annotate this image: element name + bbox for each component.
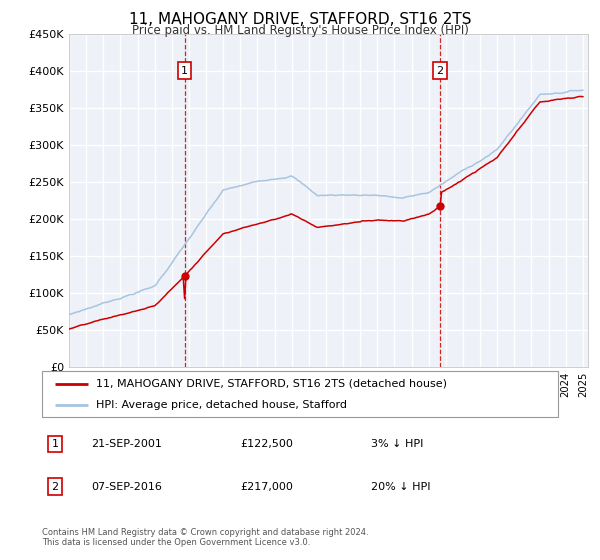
Text: 11, MAHOGANY DRIVE, STAFFORD, ST16 2TS: 11, MAHOGANY DRIVE, STAFFORD, ST16 2TS [129, 12, 471, 27]
FancyBboxPatch shape [42, 371, 558, 417]
Text: 07-SEP-2016: 07-SEP-2016 [92, 482, 163, 492]
Text: 2: 2 [437, 66, 444, 76]
Text: Contains HM Land Registry data © Crown copyright and database right 2024.: Contains HM Land Registry data © Crown c… [42, 528, 368, 536]
Text: 20% ↓ HPI: 20% ↓ HPI [371, 482, 430, 492]
Text: This data is licensed under the Open Government Licence v3.0.: This data is licensed under the Open Gov… [42, 538, 310, 547]
Text: 11, MAHOGANY DRIVE, STAFFORD, ST16 2TS (detached house): 11, MAHOGANY DRIVE, STAFFORD, ST16 2TS (… [96, 379, 447, 389]
Text: £122,500: £122,500 [241, 439, 293, 449]
Text: 2: 2 [52, 482, 59, 492]
Text: 21-SEP-2001: 21-SEP-2001 [92, 439, 163, 449]
Text: 1: 1 [181, 66, 188, 76]
Text: 3% ↓ HPI: 3% ↓ HPI [371, 439, 423, 449]
Text: HPI: Average price, detached house, Stafford: HPI: Average price, detached house, Staf… [96, 400, 347, 410]
Text: £217,000: £217,000 [241, 482, 293, 492]
Text: Price paid vs. HM Land Registry's House Price Index (HPI): Price paid vs. HM Land Registry's House … [131, 24, 469, 36]
Text: 1: 1 [52, 439, 59, 449]
